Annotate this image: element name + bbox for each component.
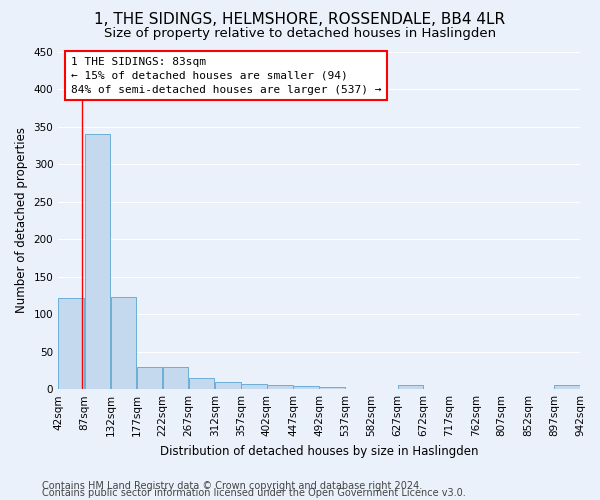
- Bar: [267, 386, 293, 389]
- Bar: [554, 386, 580, 389]
- Bar: [293, 386, 319, 389]
- Bar: [137, 368, 162, 389]
- Text: 1 THE SIDINGS: 83sqm
← 15% of detached houses are smaller (94)
84% of semi-detac: 1 THE SIDINGS: 83sqm ← 15% of detached h…: [71, 57, 382, 95]
- Text: 1, THE SIDINGS, HELMSHORE, ROSSENDALE, BB4 4LR: 1, THE SIDINGS, HELMSHORE, ROSSENDALE, B…: [94, 12, 506, 28]
- X-axis label: Distribution of detached houses by size in Haslingden: Distribution of detached houses by size …: [160, 444, 478, 458]
- Bar: [319, 387, 345, 389]
- Bar: [85, 134, 110, 389]
- Bar: [215, 382, 241, 389]
- Bar: [110, 297, 136, 389]
- Bar: [58, 298, 84, 389]
- Text: Size of property relative to detached houses in Haslingden: Size of property relative to detached ho…: [104, 28, 496, 40]
- Bar: [163, 368, 188, 389]
- Y-axis label: Number of detached properties: Number of detached properties: [15, 128, 28, 314]
- Text: Contains HM Land Registry data © Crown copyright and database right 2024.: Contains HM Land Registry data © Crown c…: [42, 481, 422, 491]
- Bar: [189, 378, 214, 389]
- Bar: [241, 384, 266, 389]
- Text: Contains public sector information licensed under the Open Government Licence v3: Contains public sector information licen…: [42, 488, 466, 498]
- Bar: [398, 386, 423, 389]
